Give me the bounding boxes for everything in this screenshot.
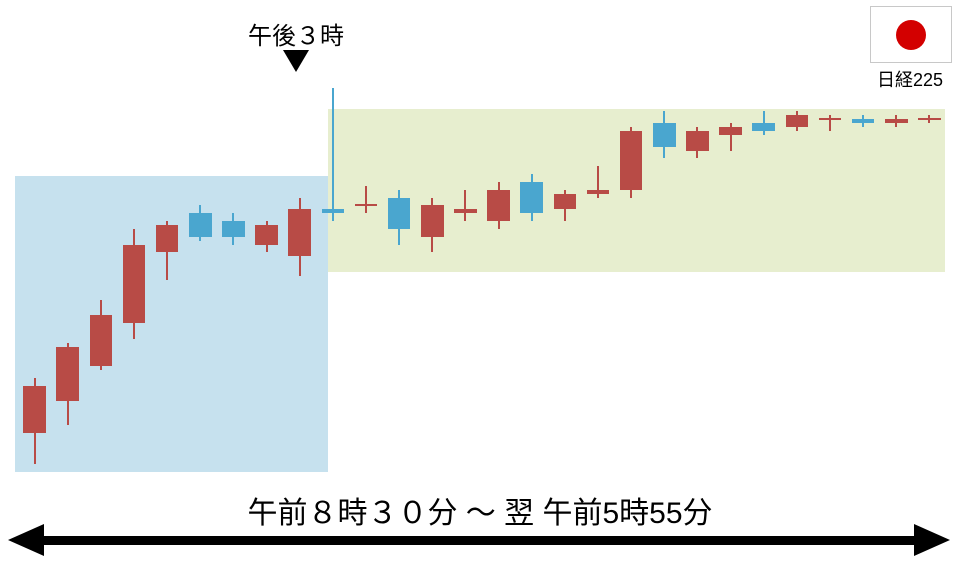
chart-stage: 午後３時 日経225 午前８時３０分 ～ 翌 午前5時55分 [0, 0, 960, 567]
timespan-arrow-icon [0, 0, 960, 567]
